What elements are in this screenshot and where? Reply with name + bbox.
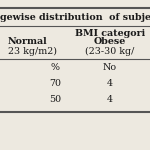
Text: Normal: Normal — [8, 38, 48, 46]
Text: Obese: Obese — [94, 38, 126, 46]
Text: 70: 70 — [49, 78, 61, 87]
Text: 50: 50 — [49, 94, 61, 103]
Text: 23 kg/m2): 23 kg/m2) — [8, 46, 57, 56]
Text: BMI categori: BMI categori — [75, 28, 145, 38]
Text: gewise distribution  of subje: gewise distribution of subje — [0, 12, 150, 21]
Text: 4: 4 — [107, 78, 113, 87]
Text: %: % — [51, 63, 60, 72]
Text: No: No — [103, 63, 117, 72]
Text: (23-30 kg/: (23-30 kg/ — [85, 46, 135, 56]
Text: 4: 4 — [107, 94, 113, 103]
